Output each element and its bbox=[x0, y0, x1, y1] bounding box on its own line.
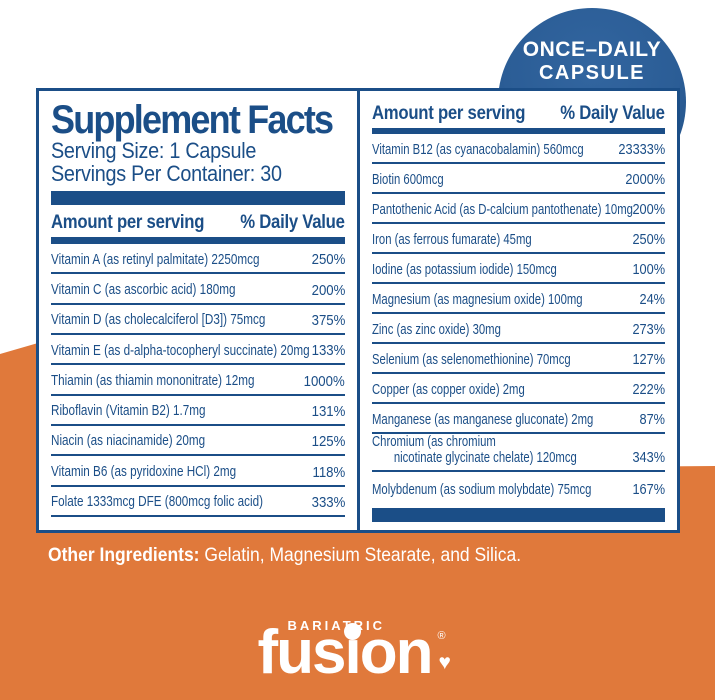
bottom-bar bbox=[372, 508, 665, 523]
nutrient-name: Molybdenum (as sodium molybdate) 75mcg bbox=[372, 482, 592, 499]
nutrient-name: Iron (as ferrous fumarate) 45mg bbox=[372, 231, 532, 248]
nutrient-name: Riboflavin (Vitamin B2) 1.7mg bbox=[51, 402, 206, 420]
right-nutrient-table: Vitamin B12 (as cyanacobalamin) 560mcg 2… bbox=[372, 134, 665, 502]
nutrient-name: Chromium (as chromium bbox=[372, 434, 496, 450]
header-underline bbox=[372, 128, 665, 134]
right-column: Amount per serving % Daily Value Vitamin… bbox=[360, 91, 677, 530]
nutrient-name: Vitamin E (as d-alpha-tocopheryl succina… bbox=[51, 341, 310, 359]
nutrient-daily-value: 127% bbox=[632, 352, 665, 368]
nutrient-name: Selenium (as selenomethionine) 70mcg bbox=[372, 351, 571, 368]
nutrient-row: Thiamin (as thiamin mononitrate) 12mg 10… bbox=[51, 365, 345, 396]
nutrient-row: Riboflavin (Vitamin B2) 1.7mg 131% bbox=[51, 396, 345, 426]
nutrient-name: Pantothenic Acid (as D-calcium pantothen… bbox=[372, 201, 633, 218]
left-column: Supplement Facts Serving Size: 1 Capsule… bbox=[39, 91, 357, 530]
nutrient-row: Manganese (as manganese gluconate) 2mg 8… bbox=[372, 404, 665, 434]
nutrient-daily-value: 250% bbox=[311, 251, 345, 269]
nutrient-row: Iron (as ferrous fumarate) 45mg 250% bbox=[372, 224, 665, 254]
badge-line1: ONCE–DAILY bbox=[522, 38, 662, 61]
supplement-facts-panel: Supplement Facts Serving Size: 1 Capsule… bbox=[36, 88, 680, 533]
nutrient-row: Magnesium (as magnesium oxide) 100mg 24% bbox=[372, 284, 665, 314]
nutrient-daily-value: 167% bbox=[632, 482, 665, 499]
nutrient-row: Iodine (as potassium iodide) 150mcg 100% bbox=[372, 254, 665, 284]
nutrient-row: Pantothenic Acid (as D-calcium pantothen… bbox=[372, 194, 665, 224]
nutrient-daily-value: 118% bbox=[312, 463, 345, 481]
nutrient-row: Vitamin C (as ascorbic acid) 180mg 200% bbox=[51, 274, 345, 305]
serving-size-line: Serving Size: 1 Capsule bbox=[51, 138, 257, 163]
nutrient-name: Thiamin (as thiamin mononitrate) 12mg bbox=[51, 371, 255, 389]
other-ingredients-line: Other Ingredients: Gelatin, Magnesium St… bbox=[48, 545, 562, 567]
nutrient-name: Copper (as copper oxide) 2mg bbox=[372, 381, 525, 398]
column-divider bbox=[357, 91, 360, 530]
header-underline bbox=[51, 237, 345, 245]
nutrient-row: Chromium (as chromium nicotinate glycina… bbox=[372, 434, 665, 473]
nutrient-daily-value: 375% bbox=[311, 312, 345, 330]
other-ingredients-label: Other Ingredients: bbox=[48, 545, 200, 566]
nutrient-name: Biotin 600mcg bbox=[372, 171, 444, 188]
heart-icon: ♥ bbox=[438, 651, 451, 674]
nutrient-name: Vitamin A (as retinyl palmitate) 2250mcg bbox=[51, 250, 260, 268]
nutrient-name: Manganese (as manganese gluconate) 2mg bbox=[372, 411, 594, 428]
amount-per-serving-header: Amount per serving bbox=[51, 212, 205, 234]
nutrient-daily-value: 200% bbox=[311, 281, 345, 299]
nutrient-row: Zinc (as zinc oxide) 30mg 273% bbox=[372, 314, 665, 344]
nutrient-row: Selenium (as selenomethionine) 70mcg 127… bbox=[372, 344, 665, 374]
nutrient-daily-value: 125% bbox=[311, 433, 345, 451]
nutrient-row: Molybdenum (as sodium molybdate) 75mcg 1… bbox=[372, 472, 665, 502]
daily-value-header: % Daily Value bbox=[240, 212, 346, 234]
bariatric-fusion-logo: BARIATRIC fusion ® ♥ bbox=[258, 606, 458, 696]
nutrient-row: Vitamin A (as retinyl palmitate) 2250mcg… bbox=[51, 244, 345, 275]
daily-value-header: % Daily Value bbox=[560, 103, 666, 124]
registered-trademark-icon: ® bbox=[437, 630, 446, 642]
right-column-header: Amount per serving % Daily Value bbox=[372, 103, 665, 125]
nutrient-name: Vitamin D (as cholecalciferol [D3]) 75mc… bbox=[51, 311, 266, 329]
nutrient-row: Vitamin D (as cholecalciferol [D3]) 75mc… bbox=[51, 305, 345, 336]
left-nutrient-table: Vitamin A (as retinyl palmitate) 2250mcg… bbox=[51, 244, 345, 517]
other-ingredients-text: Gelatin, Magnesium Stearate, and Silica. bbox=[199, 545, 522, 566]
nutrient-name-line2: nicotinate glycinate chelate) 120mcg bbox=[393, 450, 577, 467]
nutrient-name: Magnesium (as magnesium oxide) 100mg bbox=[372, 291, 583, 308]
nutrient-row: Copper (as copper oxide) 2mg 222% bbox=[372, 374, 665, 404]
nutrient-daily-value: 131% bbox=[311, 402, 345, 420]
panel-title: Supplement Facts bbox=[51, 98, 334, 142]
nutrient-daily-value: 2000% bbox=[625, 172, 665, 188]
nutrient-daily-value: 250% bbox=[632, 232, 665, 248]
nutrient-daily-value: 87% bbox=[639, 412, 665, 428]
servings-per-container-line: Servings Per Container: 30 bbox=[51, 161, 282, 187]
nutrient-name: Iodine (as potassium iodide) 150mcg bbox=[372, 261, 557, 278]
nutrient-daily-value: 1000% bbox=[303, 372, 345, 390]
nutrient-row: Vitamin E (as d-alpha-tocopheryl succina… bbox=[51, 335, 345, 366]
logo-i-dot-icon bbox=[343, 623, 361, 640]
nutrient-daily-value: 273% bbox=[632, 322, 665, 338]
nutrient-name: Vitamin C (as ascorbic acid) 180mg bbox=[51, 280, 236, 298]
nutrient-row: Biotin 600mcg 2000% bbox=[372, 164, 665, 194]
nutrient-daily-value: 24% bbox=[639, 292, 665, 308]
nutrient-daily-value: 222% bbox=[632, 382, 665, 398]
nutrient-name: Zinc (as zinc oxide) 30mg bbox=[372, 321, 501, 338]
nutrient-row: Folate 1333mcg DFE (800mcg folic acid) 3… bbox=[51, 487, 345, 517]
nutrient-row: Niacin (as niacinamide) 20mg 125% bbox=[51, 426, 345, 457]
nutrient-row: Vitamin B12 (as cyanacobalamin) 560mcg 2… bbox=[372, 134, 665, 164]
nutrient-daily-value: 200% bbox=[632, 202, 665, 218]
badge-line2: CAPSULE bbox=[538, 62, 646, 85]
nutrient-daily-value: 333% bbox=[311, 493, 345, 511]
nutrient-daily-value: 23333% bbox=[618, 142, 665, 158]
left-column-header: Amount per serving % Daily Value bbox=[51, 212, 345, 234]
nutrient-name: Vitamin B6 (as pyridoxine HCl) 2mg bbox=[51, 462, 237, 480]
amount-per-serving-header: Amount per serving bbox=[372, 103, 526, 124]
nutrient-name: Folate 1333mcg DFE (800mcg folic acid) bbox=[51, 493, 263, 511]
nutrient-daily-value: 133% bbox=[311, 342, 345, 360]
nutrient-daily-value: 343% bbox=[632, 450, 665, 467]
nutrient-name: Niacin (as niacinamide) 20mg bbox=[51, 432, 206, 450]
section-divider-bar bbox=[51, 191, 345, 206]
nutrient-name: Vitamin B12 (as cyanacobalamin) 560mcg bbox=[372, 141, 584, 158]
nutrient-row: Vitamin B6 (as pyridoxine HCl) 2mg 118% bbox=[51, 456, 345, 487]
nutrient-daily-value: 100% bbox=[632, 262, 665, 278]
